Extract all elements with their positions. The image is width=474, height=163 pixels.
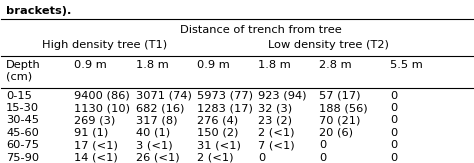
Text: 17 (<1): 17 (<1)	[74, 140, 118, 150]
Text: 0: 0	[390, 91, 397, 101]
Text: 1.8 m: 1.8 m	[258, 60, 291, 70]
Text: Distance of trench from tree: Distance of trench from tree	[180, 25, 341, 35]
Text: 5973 (77): 5973 (77)	[197, 91, 253, 101]
Text: 32 (3): 32 (3)	[258, 103, 292, 113]
Text: 0.9 m: 0.9 m	[74, 60, 107, 70]
Text: 60-75: 60-75	[6, 140, 39, 150]
Text: 0: 0	[390, 153, 397, 163]
Text: 276 (4): 276 (4)	[197, 115, 238, 126]
Text: 45-60: 45-60	[6, 128, 39, 138]
Text: 0: 0	[258, 153, 265, 163]
Text: 0: 0	[390, 103, 397, 113]
Text: 923 (94): 923 (94)	[258, 91, 307, 101]
Text: 3071 (74): 3071 (74)	[136, 91, 191, 101]
Text: 15-30: 15-30	[6, 103, 39, 113]
Text: brackets).: brackets).	[6, 6, 72, 15]
Text: 26 (<1): 26 (<1)	[136, 153, 179, 163]
Text: 30-45: 30-45	[6, 115, 39, 126]
Text: 0: 0	[390, 115, 397, 126]
Text: 317 (8): 317 (8)	[136, 115, 177, 126]
Text: 91 (1): 91 (1)	[74, 128, 109, 138]
Text: 1130 (10): 1130 (10)	[74, 103, 130, 113]
Text: 31 (<1): 31 (<1)	[197, 140, 241, 150]
Text: 20 (6): 20 (6)	[319, 128, 354, 138]
Text: 0: 0	[390, 140, 397, 150]
Text: 7 (<1): 7 (<1)	[258, 140, 295, 150]
Text: 0: 0	[319, 140, 327, 150]
Text: 14 (<1): 14 (<1)	[74, 153, 118, 163]
Text: 0.9 m: 0.9 m	[197, 60, 230, 70]
Text: 3 (<1): 3 (<1)	[136, 140, 173, 150]
Text: 40 (1): 40 (1)	[136, 128, 170, 138]
Text: 188 (56): 188 (56)	[319, 103, 368, 113]
Text: 2 (<1): 2 (<1)	[258, 128, 295, 138]
Text: 0: 0	[319, 153, 327, 163]
Text: 2.8 m: 2.8 m	[319, 60, 352, 70]
Text: Low density tree (T2): Low density tree (T2)	[268, 40, 389, 50]
Text: 57 (17): 57 (17)	[319, 91, 361, 101]
Text: 1.8 m: 1.8 m	[136, 60, 168, 70]
Text: 70 (21): 70 (21)	[319, 115, 361, 126]
Text: 150 (2): 150 (2)	[197, 128, 238, 138]
Text: 75-90: 75-90	[6, 153, 39, 163]
Text: High density tree (T1): High density tree (T1)	[43, 40, 168, 50]
Text: 0: 0	[390, 128, 397, 138]
Text: 2 (<1): 2 (<1)	[197, 153, 234, 163]
Text: 269 (3): 269 (3)	[74, 115, 116, 126]
Text: Depth
(cm): Depth (cm)	[6, 60, 41, 82]
Text: 23 (2): 23 (2)	[258, 115, 292, 126]
Text: 5.5 m: 5.5 m	[390, 60, 423, 70]
Text: 1283 (17): 1283 (17)	[197, 103, 253, 113]
Text: 9400 (86): 9400 (86)	[74, 91, 130, 101]
Text: 0-15: 0-15	[6, 91, 32, 101]
Text: 682 (16): 682 (16)	[136, 103, 184, 113]
